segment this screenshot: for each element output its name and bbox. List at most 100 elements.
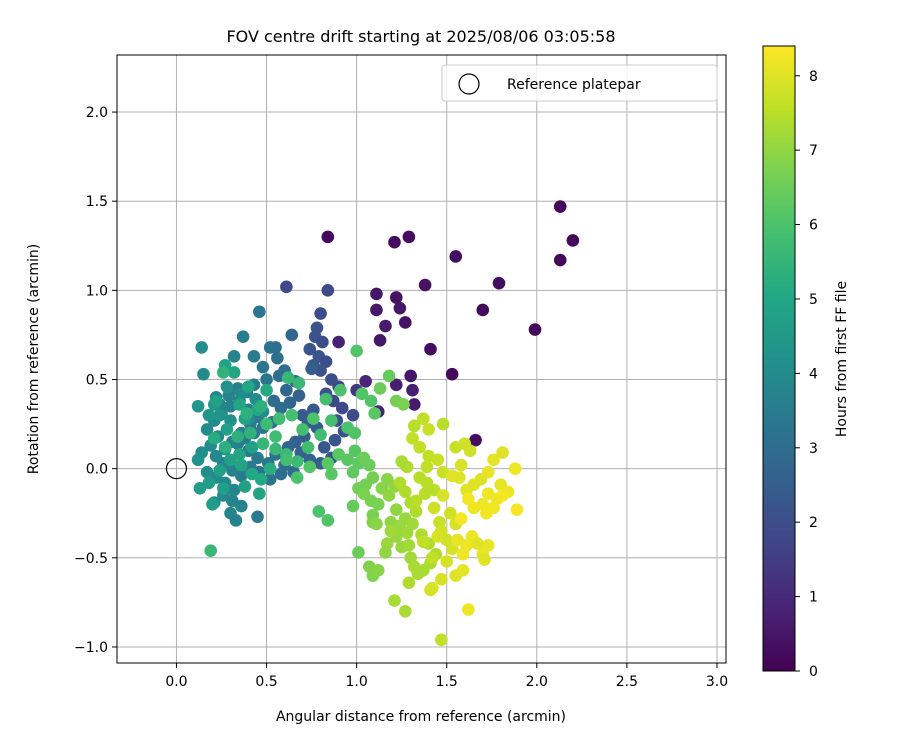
- data-point: [254, 399, 268, 413]
- data-point: [332, 448, 345, 461]
- data-point: [260, 417, 273, 431]
- data-point: [350, 344, 363, 358]
- y-tick-label: 0.0: [86, 462, 108, 478]
- data-point: [220, 380, 234, 393]
- x-tick-label: 0.5: [255, 674, 277, 690]
- y-tick-label: 1.0: [86, 283, 108, 299]
- data-point: [301, 440, 315, 454]
- data-point: [355, 387, 369, 401]
- data-point: [371, 498, 385, 511]
- data-point: [417, 535, 430, 549]
- colorbar-tick-label: 4: [809, 366, 818, 382]
- data-point: [348, 444, 362, 458]
- data-point: [200, 423, 214, 436]
- data-point: [193, 481, 207, 495]
- data-point: [235, 499, 248, 513]
- data-point: [256, 437, 270, 450]
- data-point: [231, 430, 245, 443]
- y-axis-label: Rotation from reference (arcmin): [26, 244, 42, 474]
- data-point: [508, 462, 522, 475]
- data-point: [454, 512, 468, 525]
- data-point: [371, 563, 385, 577]
- y-axis-ticks: −1.0 −0.5 0.0 0.5 1.0 1.5 2.0: [74, 105, 117, 656]
- data-point: [382, 489, 396, 502]
- grid-lines: [117, 55, 726, 663]
- data-point: [280, 280, 293, 294]
- data-point: [426, 551, 439, 565]
- data-point: [487, 501, 500, 515]
- x-tick-label: 0.0: [165, 674, 187, 690]
- colorbar-tick-label: 0: [809, 664, 818, 680]
- data-point: [397, 398, 410, 411]
- y-tick-label: −1.0: [74, 640, 108, 656]
- data-point: [478, 553, 491, 566]
- data-point: [274, 467, 288, 481]
- data-point: [487, 453, 500, 467]
- data-point: [553, 253, 567, 267]
- data-point: [217, 366, 230, 379]
- data-point: [393, 476, 407, 490]
- data-point: [316, 335, 329, 349]
- data-point: [227, 350, 241, 363]
- data-point: [263, 473, 277, 486]
- data-point: [202, 408, 216, 422]
- y-tick-label: −0.5: [74, 551, 108, 567]
- data-point: [389, 378, 403, 392]
- data-point: [469, 433, 482, 447]
- data-point: [314, 307, 327, 320]
- data-point: [481, 465, 495, 479]
- data-point: [346, 408, 360, 422]
- data-point: [368, 407, 381, 420]
- data-point: [321, 230, 335, 244]
- data-point: [229, 514, 243, 527]
- data-point: [417, 412, 430, 426]
- data-point: [395, 455, 408, 468]
- data-point: [413, 471, 426, 484]
- data-point: [195, 341, 208, 354]
- data-point: [402, 576, 416, 590]
- data-point: [227, 366, 241, 379]
- data-point: [325, 467, 338, 481]
- data-point: [389, 503, 403, 516]
- data-point: [307, 403, 320, 417]
- data-point: [402, 230, 416, 244]
- data-point: [393, 301, 407, 315]
- data-point: [406, 383, 419, 397]
- data-point: [445, 469, 459, 483]
- data-point: [269, 442, 282, 456]
- data-point: [462, 603, 475, 616]
- legend-box: [441, 64, 718, 102]
- data-point: [217, 481, 230, 495]
- data-point: [191, 453, 205, 467]
- x-tick-label: 1.0: [346, 674, 368, 690]
- data-point: [260, 373, 273, 386]
- data-point: [281, 371, 295, 385]
- colorbar-tick-label: 5: [809, 292, 818, 308]
- data-point: [220, 423, 234, 436]
- data-point: [436, 417, 450, 431]
- data-point: [317, 440, 331, 454]
- data-point: [389, 291, 403, 304]
- y-tick-label: 1.5: [86, 194, 108, 210]
- data-point: [427, 501, 441, 515]
- data-point: [402, 539, 416, 552]
- x-axis-label: Angular distance from reference (arcmin): [276, 709, 566, 725]
- data-point: [454, 458, 468, 472]
- data-point: [285, 328, 299, 342]
- data-point: [303, 460, 317, 474]
- data-point: [440, 555, 454, 568]
- data-point: [407, 398, 421, 411]
- data-point: [319, 392, 333, 406]
- data-point: [388, 235, 401, 249]
- data-point: [444, 506, 457, 520]
- data-point: [197, 367, 210, 381]
- data-point: [296, 423, 309, 436]
- data-point: [238, 480, 252, 493]
- data-point: [364, 394, 378, 408]
- data-point: [528, 323, 542, 336]
- data-point: [456, 547, 470, 561]
- x-tick-label: 3.0: [706, 674, 728, 690]
- data-point: [407, 419, 421, 433]
- data-point: [445, 367, 459, 381]
